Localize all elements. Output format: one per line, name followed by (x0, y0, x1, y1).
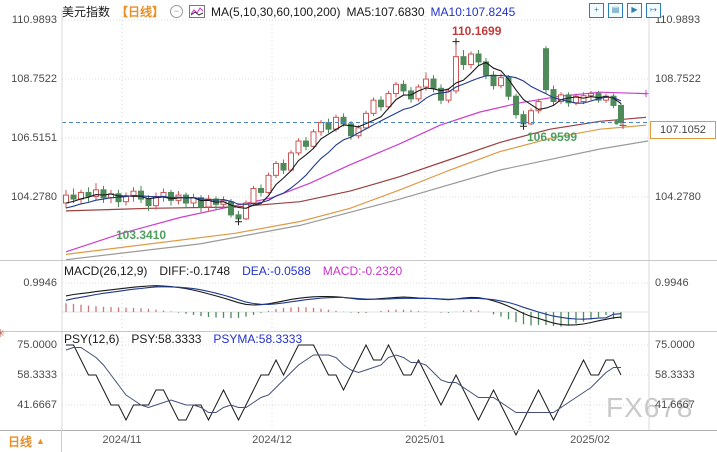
tab-daily-label: 日线 (8, 434, 33, 449)
macd-settings-label: MACD(26,12,9) (64, 264, 148, 278)
macd-value-label: MACD:-0.2320 (322, 264, 403, 278)
price-axis-label: 110.9893 (11, 14, 57, 26)
chart-header: 美元指数 【日线】 − MA(5,10,30,60,100,200) MA5:1… (62, 3, 515, 20)
indicator-settings-icon[interactable] (189, 5, 206, 18)
price-axis-label: 110.9893 (655, 14, 701, 26)
psy-header: PSY(12,6) PSY:58.3333 PSYMA:58.3333 (64, 332, 302, 346)
tab-daily[interactable]: 日线 ▲ (0, 430, 62, 452)
price-axis-label: 104.2780 (11, 191, 57, 203)
psy-axis-label: 58.3333 (655, 369, 695, 381)
pan-crosshair-icon[interactable]: + (589, 3, 604, 18)
date-label: 2024/11 (102, 434, 142, 446)
date-label: 2025/01 (405, 434, 445, 446)
chart-toolbar: + ▤ ▶ ↦ (589, 3, 661, 18)
high-price-annotation: 110.1699 (452, 24, 502, 38)
refresh-icon[interactable]: ✳ (0, 328, 6, 340)
instrument-title: 美元指数 (62, 5, 111, 19)
price-axis-label: 108.7522 (655, 73, 701, 85)
psy-settings-label: PSY(12,6) (64, 332, 120, 346)
price-axis-label: 104.2780 (655, 191, 701, 203)
psy-axis-label: 75.0000 (17, 339, 57, 351)
tab-arrow-icon: ▲ (36, 436, 45, 446)
psy-value-label: PSY:58.3333 (131, 332, 202, 346)
macd-header: MACD(26,12,9) DIFF:-0.1748 DEA:-0.0588 M… (64, 264, 402, 278)
panel-collapse-icon[interactable]: ↦ (646, 3, 661, 18)
date-label: 2025/02 (570, 434, 610, 446)
ma5-value-label: MA5:107.6830 (346, 4, 425, 19)
time-axis-bar: 日线 ▲ 2024/11 2024/12 2025/01 2025/02 (0, 430, 717, 452)
diff-value-label: DIFF:-0.1748 (159, 264, 231, 278)
low-price-annotation: 103.3410 (116, 228, 167, 242)
psy-axis-label: 41.6667 (655, 398, 695, 411)
psyma-value-label: PSYMA:58.3333 (213, 332, 303, 346)
dea-value-label: DEA:-0.0588 (242, 264, 311, 278)
chart-panel-icon[interactable]: ▤ (608, 3, 623, 18)
ma-settings-label: MA(5,10,30,60,100,200) (211, 4, 341, 19)
date-label: 2024/12 (252, 434, 292, 446)
price-axis-label: 106.5151 (11, 132, 57, 144)
psy-axis-label: 41.6667 (17, 398, 57, 411)
timeframe-label: 【日线】 (116, 5, 165, 19)
macd-axis-label: 0.9946 (655, 276, 689, 289)
last-price-tag: 107.1052 (650, 121, 716, 139)
psy-axis-label: 58.3333 (17, 369, 57, 381)
macd-axis-label: 0.9946 (23, 276, 57, 289)
psy-axis-label: 75.0000 (655, 339, 695, 351)
ma10-value-label: MA10:107.8245 (430, 4, 516, 19)
price-axis-label: 108.7522 (11, 73, 57, 85)
recent-low-annotation: 106.9599 (527, 130, 578, 144)
chart-play-icon[interactable]: ▶ (627, 3, 642, 18)
collapse-icon[interactable]: − (170, 5, 184, 18)
